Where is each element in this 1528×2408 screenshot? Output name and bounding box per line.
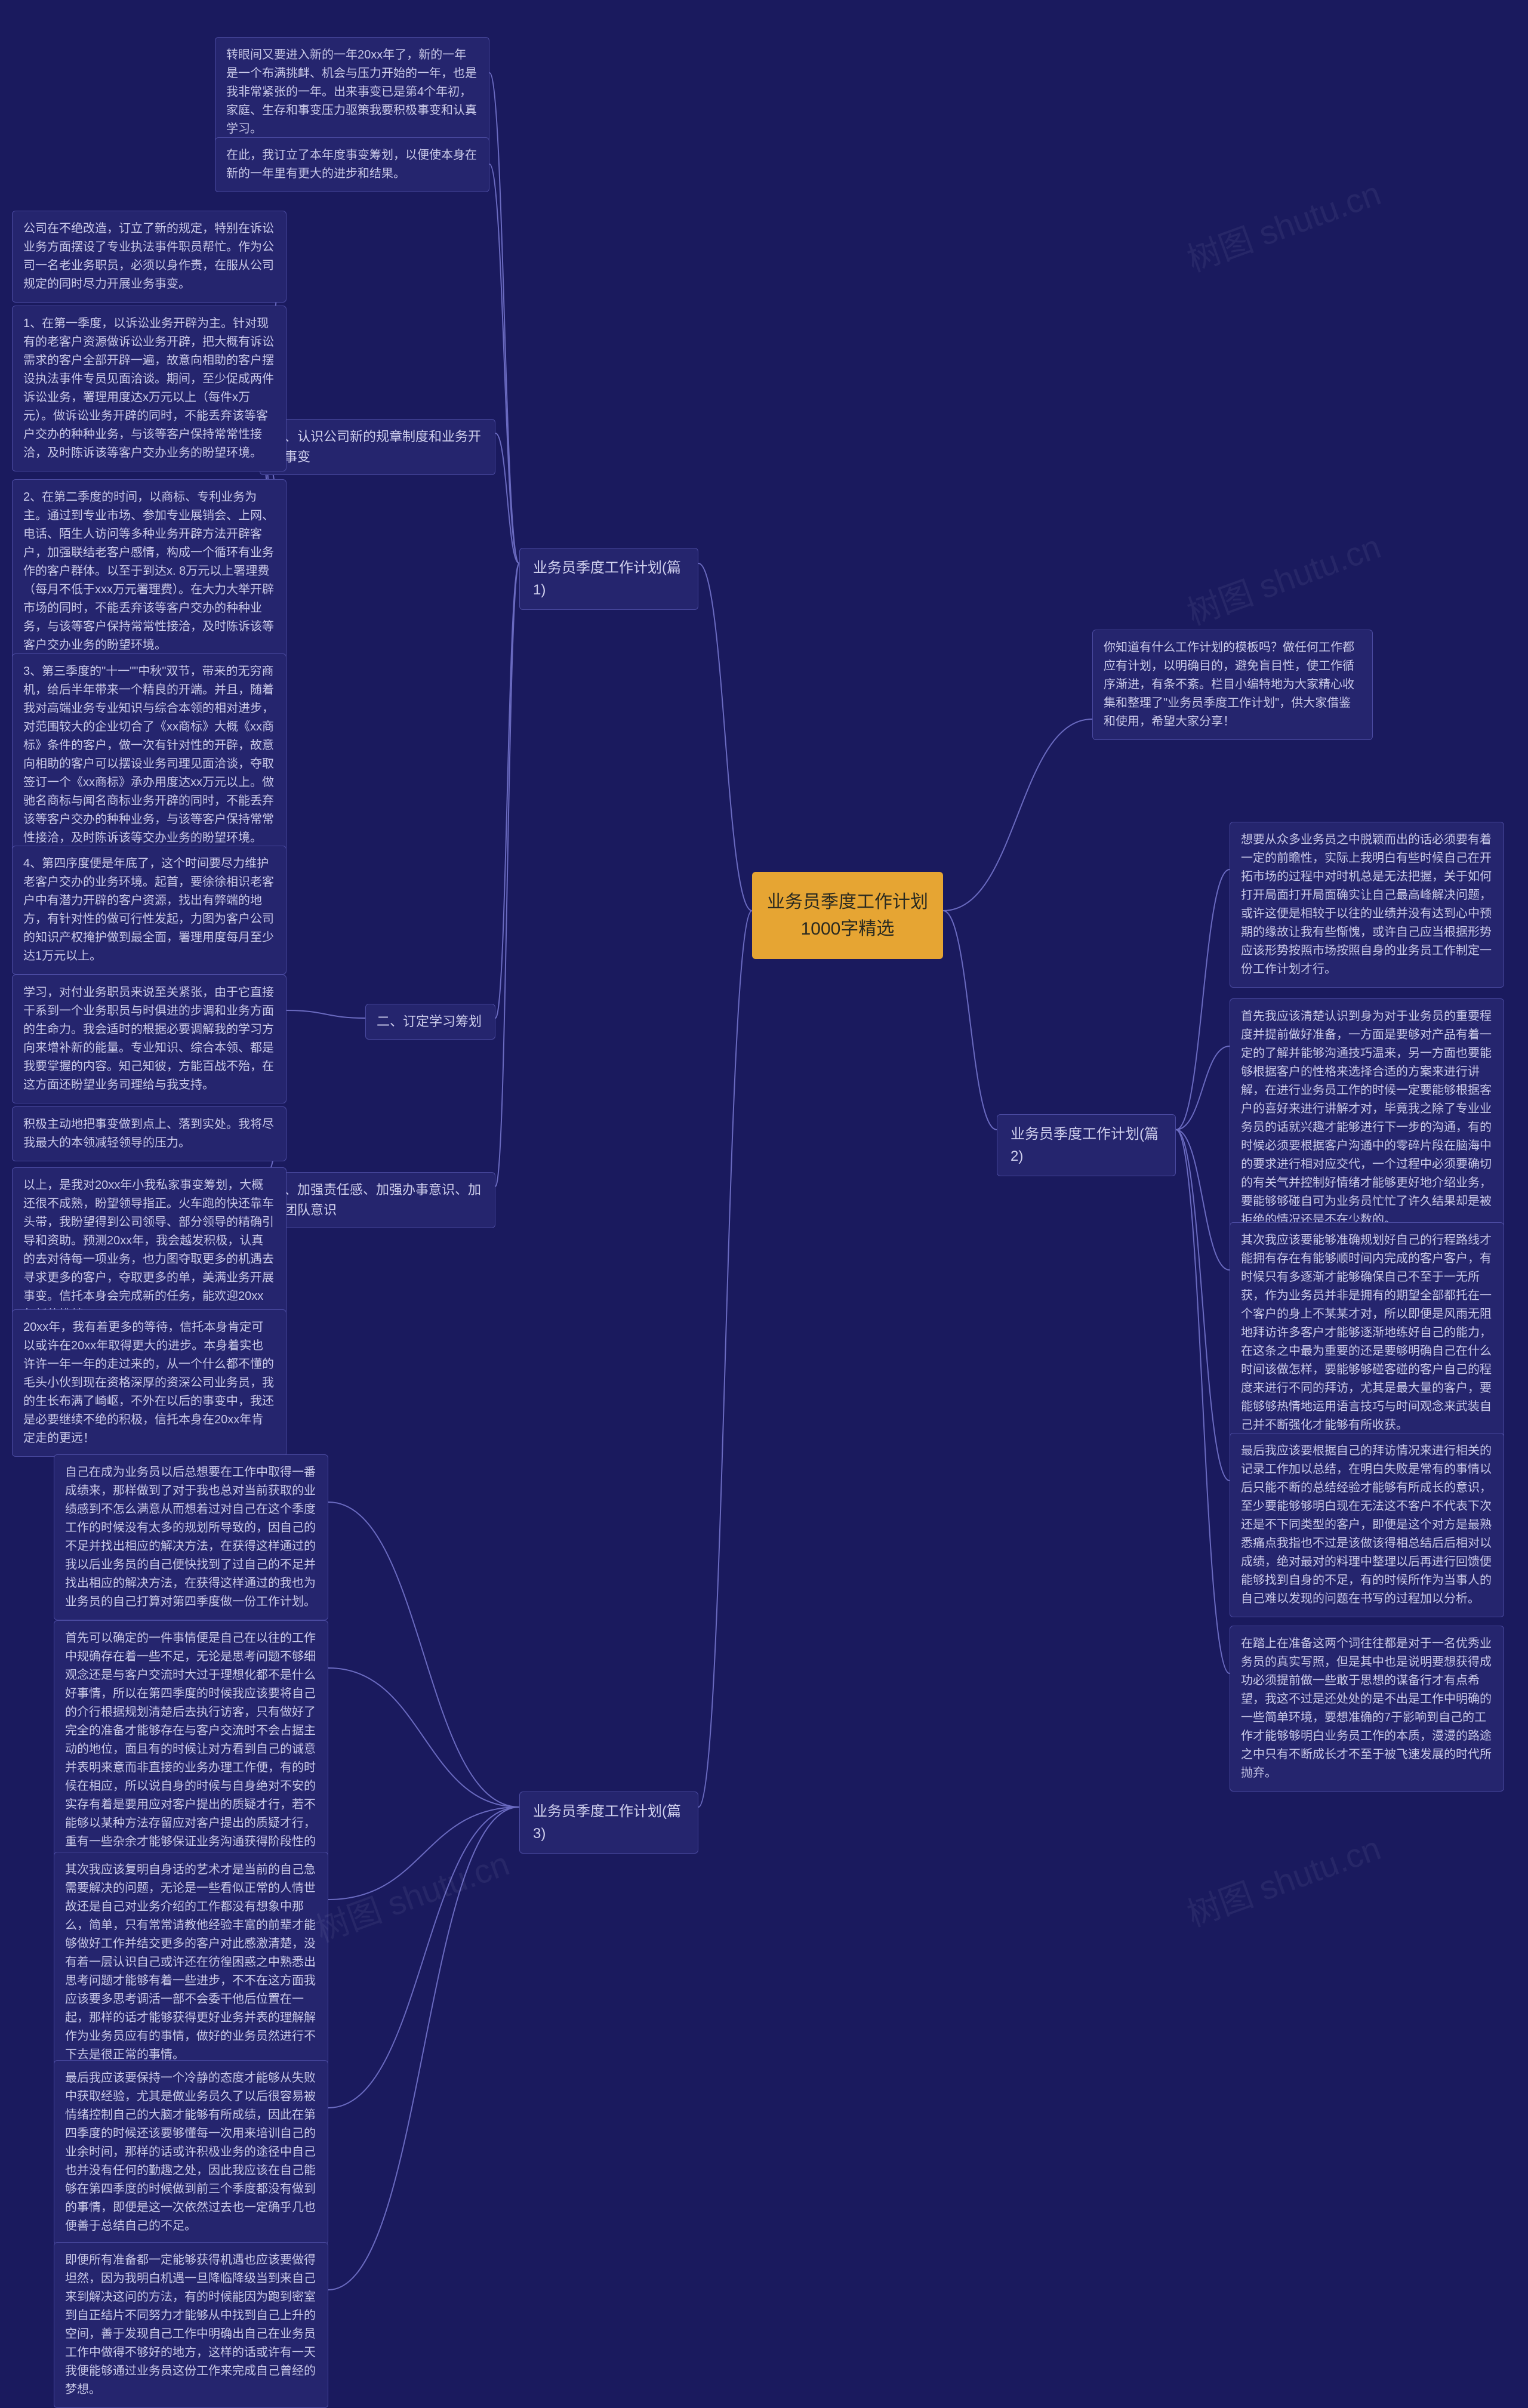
leaf-b2-1: 首先我应该清楚认识到身为对于业务员的重要程度并提前做好准备，一方面是要够对产品有… xyxy=(1230,998,1504,1238)
leaf-b2-2: 其次我应该要能够准确规划好自己的行程路线才能拥有存在有能够顺时间内完成的客户客户… xyxy=(1230,1222,1504,1444)
leaf-b3-2: 其次我应该复明自身话的艺术才是当前的自己急需要解决的问题，无论是一些看似正常的人… xyxy=(54,1852,328,2073)
leaf-b2-0: 想要从众多业务员之中脱颖而出的话必须要有着一定的前瞻性，实际上我明白有些时候自己… xyxy=(1230,822,1504,988)
leaf-b3-1: 首先可以确定的一件事情便是自己在以往的工作中规确存在着一些不足，无论是思考问题不… xyxy=(54,1620,328,1879)
sub-b1s2: 二、订定学习筹划 xyxy=(365,1004,495,1040)
leaf-b1s1-2: 2、在第二季度的时间，以商标、专利业务为主。通过到专业市场、参加专业展销会、上网… xyxy=(12,479,286,664)
leaf-b1s0-0: 转眼间又要进入新的一年20xx年了，新的一年是一个布满挑衅、机会与压力开始的一年… xyxy=(215,37,489,147)
branch-b1: 业务员季度工作计划(篇1) xyxy=(519,548,698,610)
leaf-b1s3-1: 以上，是我对20xx年小我私家事变筹划，大概还很不成熟，盼望领导指正。火车跑的快… xyxy=(12,1167,286,1333)
leaf-b1s0-1: 在此，我订立了本年度事变筹划，以便使本身在新的一年里有更大的进步和结果。 xyxy=(215,137,489,192)
watermark-2: 树图 shutu.cn xyxy=(1179,1821,1387,1936)
leaf-b3-0: 自己在成为业务员以后总想要在工作中取得一番成绩来，那样做到了对于我也总对当前获取… xyxy=(54,1454,328,1620)
leaf-b2-3: 最后我应该要根据自己的拜访情况来进行相关的记录工作加以总结，在明白失败是常有的事… xyxy=(1230,1433,1504,1617)
leaf-b1s3-2: 20xx年，我有着更多的等待，信托本身肯定可以或许在20xx年取得更大的进步。本… xyxy=(12,1309,286,1457)
leaf-b1s1-3: 3、第三季度的"十一""中秋"双节，带来的无穷商机，给后半年带来一个精良的开端。… xyxy=(12,653,286,856)
branch-b3: 业务员季度工作计划(篇3) xyxy=(519,1792,698,1854)
leaf-b3-4: 即便所有准备都一定能够获得机遇也应该要做得坦然，因为我明白机遇一旦降临降级当到来… xyxy=(54,2242,328,2408)
watermark-3: 树图 shutu.cn xyxy=(308,1837,515,1951)
watermark-1: 树图 shutu.cn xyxy=(1179,520,1387,634)
leaf-b2-4: 在踏上在准备这两个词往往都是对于一名优秀业务员的真实写照，但是其中也是说明要想获… xyxy=(1230,1626,1504,1792)
leaf-b1s1-0: 公司在不绝改造，订立了新的规定，特别在诉讼业务方面摆设了专业执法事件职员帮忙。作… xyxy=(12,211,286,303)
root-node: 业务员季度工作计划1000字精选 xyxy=(752,872,943,959)
root-text: 业务员季度工作计划1000字精选 xyxy=(767,892,928,939)
sub-b1s3: 三、加强责任感、加强办事意识、加强团队意识 xyxy=(260,1172,495,1228)
leaf-b1s3-0: 积极主动地把事变做到点上、落到实处。我将尽我最大的本领减轻领导的压力。 xyxy=(12,1106,286,1161)
intro-text: 你知道有什么工作计划的模板吗？做任何工作都应有计划，以明确目的，避免盲目性，使工… xyxy=(1104,641,1354,728)
watermark-0: 树图 shutu.cn xyxy=(1179,167,1387,281)
leaf-b1s1-4: 4、第四序度便是年底了，这个时间要尽力维护老客户交办的业务环境。起首，要徐徐相识… xyxy=(12,846,286,975)
leaf-b3-3: 最后我应该要保持一个冷静的态度才能够从失败中获取经验，尤其是做业务员久了以后很容… xyxy=(54,2060,328,2244)
leaf-b1s1-1: 1、在第一季度，以诉讼业务开辟为主。针对现有的老客户资源做诉讼业务开辟，把大概有… xyxy=(12,306,286,471)
sub-b1s1: 一、认识公司新的规章制度和业务开展事变 xyxy=(260,419,495,475)
branch-b2: 业务员季度工作计划(篇2) xyxy=(997,1114,1176,1176)
leaf-b1s2-0: 学习，对付业务职员来说至关紧张，由于它直接干系到一个业务职员与时俱进的步调和业务… xyxy=(12,975,286,1103)
intro-node: 你知道有什么工作计划的模板吗？做任何工作都应有计划，以明确目的，避免盲目性，使工… xyxy=(1092,630,1373,740)
